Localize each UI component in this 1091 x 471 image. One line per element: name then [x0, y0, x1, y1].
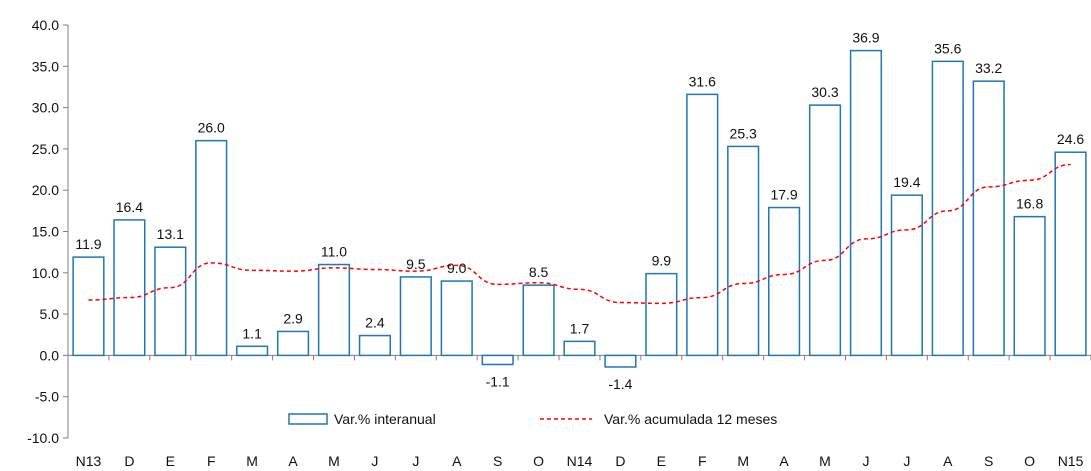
data-label: 11.9 [75, 236, 101, 252]
y-tick-label: -5.0 [35, 389, 59, 405]
bar [890, 194, 923, 357]
bar [563, 340, 596, 357]
bar [481, 354, 514, 366]
y-tick-label: 10.0 [32, 265, 59, 281]
data-label: 26.0 [198, 120, 225, 136]
bar [440, 280, 473, 357]
data-label: 16.4 [116, 199, 143, 215]
data-label: -1.4 [608, 376, 632, 392]
x-tick-label: A [779, 453, 789, 469]
bar [1054, 151, 1087, 357]
x-tick-label: J [862, 453, 869, 469]
tick-labels: 40.0 35.0 30.0 25.0 20.0 15.0 10.0 5.0 0.0 -5.0 -1… [27, 17, 1084, 469]
x-tick-label: M [737, 453, 749, 469]
bar [686, 93, 719, 357]
x-tick-label: E [166, 453, 175, 469]
bar [358, 334, 391, 357]
data-label: 16.8 [1016, 196, 1043, 212]
data-label: 36.9 [852, 30, 879, 46]
bar [113, 219, 146, 357]
bar [195, 139, 228, 357]
x-tick-label: A [288, 453, 298, 469]
bar [1013, 215, 1046, 357]
x-tick-label: J [903, 453, 910, 469]
data-label: 9.0 [447, 260, 467, 276]
data-label: 9.9 [652, 253, 672, 269]
y-tick-label: 30.0 [32, 100, 59, 116]
bar [399, 276, 432, 357]
y-tick-label: 15.0 [32, 224, 59, 240]
legend-label-acumulada: Var.% acumulada 12 meses [604, 411, 777, 427]
bar [317, 263, 351, 357]
x-tick-label: O [533, 453, 544, 469]
y-tick-label: -10.0 [27, 430, 59, 446]
cumulative-line [88, 163, 1071, 305]
bar [768, 206, 801, 357]
y-tick-label: 5.0 [40, 306, 60, 322]
x-tick-label: S [493, 453, 502, 469]
data-label: 33.2 [975, 60, 1002, 76]
data-label: 8.5 [529, 264, 549, 280]
data-label: 2.4 [365, 315, 385, 331]
data-label: 1.1 [242, 325, 262, 341]
x-tick-label: O [1024, 453, 1035, 469]
data-label: 1.7 [570, 320, 590, 336]
x-tick-label: M [328, 453, 340, 469]
x-tick-label: N15 [1058, 453, 1084, 469]
x-tick-label: M [819, 453, 831, 469]
bar [972, 80, 1005, 357]
data-label: 11.0 [321, 244, 347, 260]
data-label: 19.4 [893, 174, 920, 190]
x-tick-label: F [698, 453, 707, 469]
bar [154, 246, 187, 357]
x-tick-label: N13 [76, 453, 102, 469]
data-label: 13.1 [157, 226, 184, 242]
legend: Var.% interanual Var.% acumulada 12 mese… [288, 411, 777, 427]
bar [645, 272, 678, 357]
x-tick-label: F [207, 453, 216, 469]
y-tick-label: 40.0 [32, 17, 59, 33]
data-label: 17.9 [770, 187, 797, 203]
y-tick-label: 0.0 [40, 347, 60, 363]
bar [236, 345, 269, 357]
bar [276, 330, 310, 357]
x-tick-label: M [246, 453, 258, 469]
data-label: 30.3 [811, 84, 838, 100]
bar [849, 49, 883, 357]
y-tick-label: 35.0 [32, 58, 59, 74]
legend-swatch-bar [288, 413, 328, 425]
x-tick-label: D [615, 453, 625, 469]
x-tick-label: A [943, 453, 953, 469]
data-label: 2.9 [283, 310, 303, 326]
x-tick-label: D [124, 453, 134, 469]
data-label: 9.5 [406, 256, 426, 272]
x-tick-label: S [984, 453, 993, 469]
y-tick-label: 25.0 [32, 141, 59, 157]
data-labels: 11.9 16.4 13.1 26.0 1.1 2.9 11.0 2.4 9.5 9.0 -1.1 8… [75, 30, 1084, 392]
y-tick-label: 20.0 [32, 182, 59, 198]
x-tick-label: J [412, 453, 419, 469]
cumulative-line-path [88, 163, 1071, 305]
bar [604, 354, 637, 368]
x-tick-label: A [452, 453, 462, 469]
bar [808, 104, 842, 357]
x-tick-label: J [371, 453, 378, 469]
data-label: -1.1 [486, 373, 510, 389]
x-tick-label: N14 [567, 453, 593, 469]
data-label: 25.3 [730, 125, 757, 141]
x-tick-label: E [657, 453, 666, 469]
data-label: 24.6 [1057, 131, 1084, 147]
data-label: 35.6 [934, 40, 961, 56]
bar [72, 256, 105, 357]
bar [522, 284, 555, 357]
data-label: 31.6 [689, 73, 716, 89]
bar [727, 145, 760, 357]
legend-label-interanual: Var.% interanual [334, 411, 436, 427]
